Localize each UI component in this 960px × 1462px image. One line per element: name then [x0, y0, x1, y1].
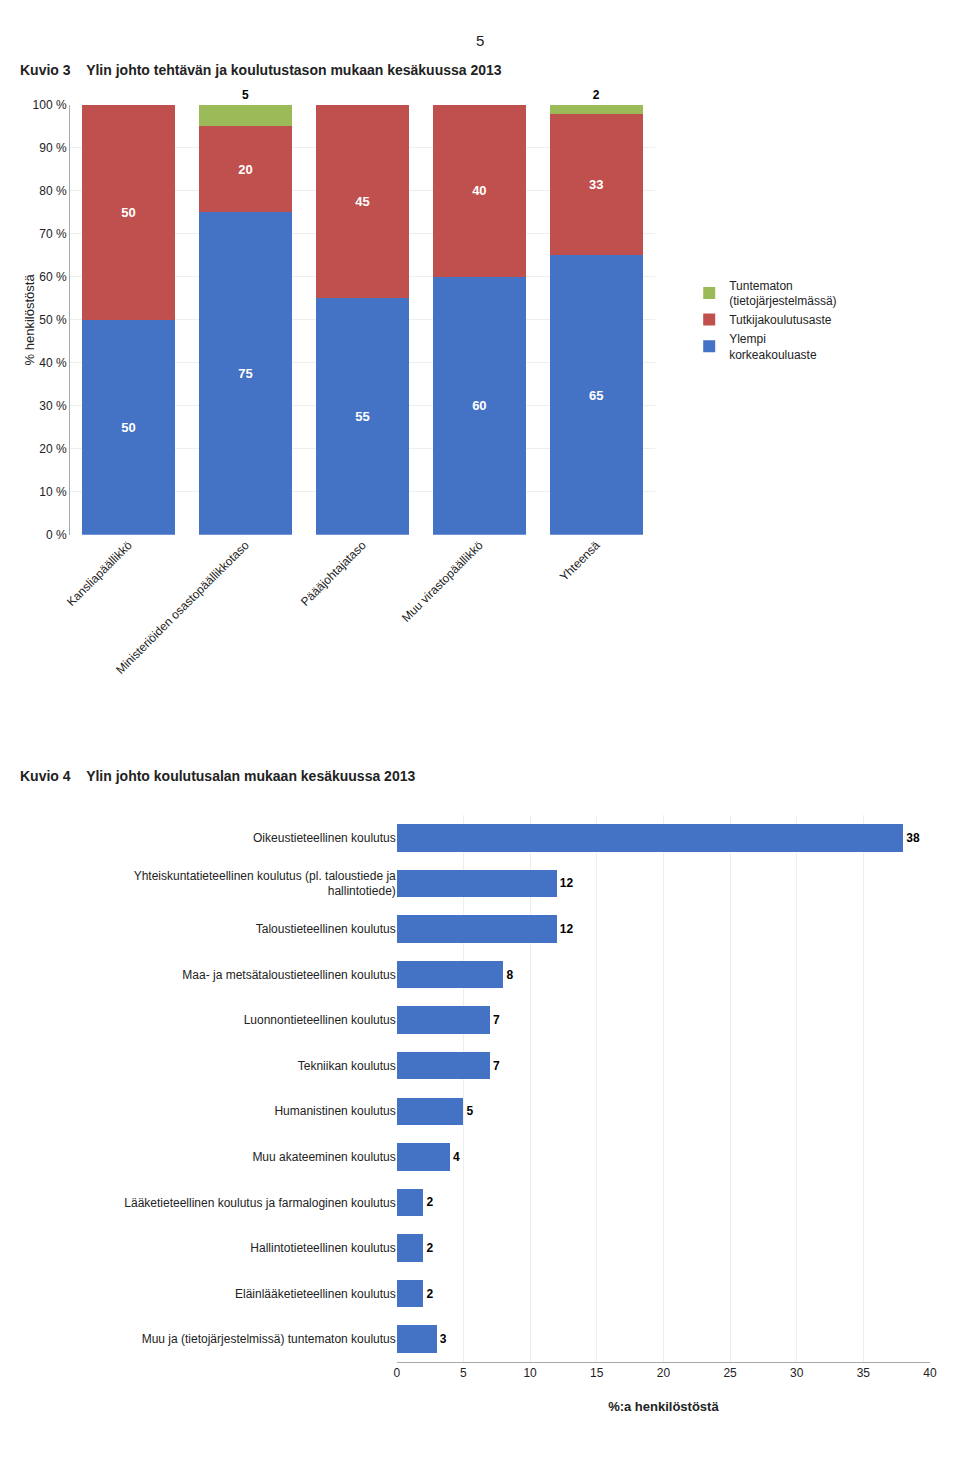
svg-text:50: 50: [121, 420, 135, 435]
svg-text:Tekniikan koulutus: Tekniikan koulutus: [298, 1059, 396, 1073]
svg-text:5: 5: [242, 88, 249, 102]
svg-text:Kuvio 3 Ylin johto tehtävän: Kuvio 3 Ylin johto tehtävän ja koulutust…: [20, 62, 502, 78]
svg-text:Päääjohtajataso: Päääjohtajataso: [298, 538, 369, 609]
svg-text:70 %: 70 %: [39, 227, 67, 241]
svg-text:0: 0: [393, 1366, 400, 1380]
svg-text:100 %: 100 %: [33, 98, 67, 112]
svg-text:50 %: 50 %: [39, 313, 67, 327]
svg-text:40 %: 40 %: [39, 356, 67, 370]
svg-text:50: 50: [121, 205, 135, 220]
svg-text:20: 20: [657, 1366, 671, 1380]
svg-text:60 %: 60 %: [39, 270, 67, 284]
svg-text:7: 7: [493, 1013, 500, 1027]
svg-text:45: 45: [355, 194, 369, 209]
svg-text:2: 2: [426, 1287, 433, 1301]
svg-text:2: 2: [426, 1241, 433, 1255]
svg-text:33: 33: [589, 177, 603, 192]
svg-text:3: 3: [440, 1332, 447, 1346]
svg-text:Ylempikorkeakouluaste: Ylempikorkeakouluaste: [729, 332, 817, 362]
svg-text:Oikeustieteellinen koulutus: Oikeustieteellinen koulutus: [253, 831, 396, 845]
svg-text:Hallintotieteellinen koulutus: Hallintotieteellinen koulutus: [250, 1241, 395, 1255]
svg-text:25: 25: [723, 1366, 737, 1380]
svg-text:30 %: 30 %: [39, 399, 67, 413]
svg-text:35: 35: [857, 1366, 871, 1380]
svg-text:Ministeriöiden osastopäällikko: Ministeriöiden osastopäällikkotaso: [113, 538, 252, 677]
svg-text:80 %: 80 %: [39, 184, 67, 198]
svg-text:Taloustieteellinen koulutus: Taloustieteellinen koulutus: [256, 922, 396, 936]
svg-text:2: 2: [426, 1195, 433, 1209]
svg-text:Maa- ja metsätaloustieteelline: Maa- ja metsätaloustieteellinen koulutus: [182, 968, 395, 982]
svg-text:0 %: 0 %: [46, 528, 67, 542]
svg-text:Kuvio 4 Ylin johto koulutus: Kuvio 4 Ylin johto koulutusalan mukaan k…: [20, 768, 415, 784]
svg-text:20: 20: [238, 162, 252, 177]
svg-text:60: 60: [472, 398, 486, 413]
svg-text:Yhteiskuntatieteellinen koulut: Yhteiskuntatieteellinen koulutus (pl. ta…: [134, 869, 396, 899]
svg-text:% henkilöstöstä: % henkilöstöstä: [22, 274, 37, 366]
svg-text:%:a henkilöstöstä: %:a henkilöstöstä: [608, 1399, 719, 1414]
svg-text:12: 12: [560, 876, 574, 890]
svg-text:12: 12: [560, 922, 574, 936]
svg-text:40: 40: [472, 183, 486, 198]
svg-text:Humanistinen koulutus: Humanistinen koulutus: [274, 1104, 395, 1118]
svg-text:10 %: 10 %: [39, 485, 67, 499]
svg-text:8: 8: [506, 968, 513, 982]
svg-text:4: 4: [453, 1150, 460, 1164]
svg-text:90 %: 90 %: [39, 141, 67, 155]
svg-text:20 %: 20 %: [39, 442, 67, 456]
svg-text:Lääketieteellinen koulutus ja: Lääketieteellinen koulutus ja farmalogin…: [124, 1196, 396, 1210]
svg-text:5: 5: [466, 1104, 473, 1118]
svg-text:55: 55: [355, 409, 369, 424]
svg-text:Muu ja (tietojärjestelmissä) t: Muu ja (tietojärjestelmissä) tuntematon …: [142, 1332, 396, 1346]
svg-text:7: 7: [493, 1059, 500, 1073]
svg-text:Eläinlääketieteellinen koulutu: Eläinlääketieteellinen koulutus: [235, 1287, 396, 1301]
svg-text:Luonnontieteellinen koulutus: Luonnontieteellinen koulutus: [244, 1013, 396, 1027]
svg-text:Tuntematon(tietojärjestelmässä: Tuntematon(tietojärjestelmässä): [729, 279, 836, 309]
svg-text:15: 15: [590, 1366, 604, 1380]
svg-text:5: 5: [460, 1366, 467, 1380]
svg-text:Kansliapäällikkö: Kansliapäällikkö: [64, 538, 135, 609]
svg-text:Muu virastopäällikkö: Muu virastopäällikkö: [399, 538, 486, 625]
svg-text:40: 40: [923, 1366, 937, 1380]
svg-text:30: 30: [790, 1366, 804, 1380]
svg-text:Yhteensä: Yhteensä: [557, 538, 603, 584]
svg-text:2: 2: [593, 88, 600, 102]
svg-text:75: 75: [238, 366, 252, 381]
svg-text:Muu akateeminen koulutus: Muu akateeminen koulutus: [252, 1150, 395, 1164]
svg-text:10: 10: [523, 1366, 537, 1380]
svg-text:Tutkijakoulutusaste: Tutkijakoulutusaste: [729, 313, 832, 327]
svg-text:5: 5: [476, 32, 484, 49]
svg-text:65: 65: [589, 388, 603, 403]
svg-text:38: 38: [906, 831, 920, 845]
